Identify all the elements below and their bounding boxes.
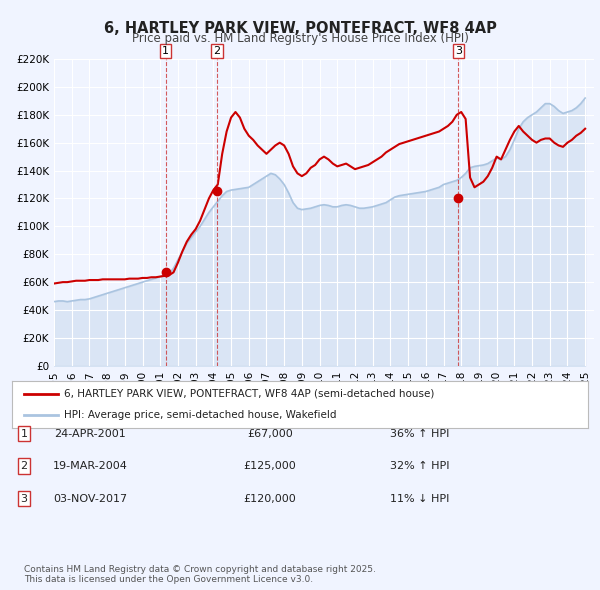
Text: 2: 2 — [214, 46, 221, 56]
Text: 6, HARTLEY PARK VIEW, PONTEFRACT, WF8 4AP: 6, HARTLEY PARK VIEW, PONTEFRACT, WF8 4A… — [104, 21, 496, 35]
Text: Price paid vs. HM Land Registry's House Price Index (HPI): Price paid vs. HM Land Registry's House … — [131, 32, 469, 45]
Text: Contains HM Land Registry data © Crown copyright and database right 2025.
This d: Contains HM Land Registry data © Crown c… — [24, 565, 376, 584]
Text: £120,000: £120,000 — [244, 494, 296, 503]
Text: HPI: Average price, semi-detached house, Wakefield: HPI: Average price, semi-detached house,… — [64, 409, 337, 419]
Text: 3: 3 — [20, 494, 28, 503]
Text: 11% ↓ HPI: 11% ↓ HPI — [391, 494, 449, 503]
Text: 19-MAR-2004: 19-MAR-2004 — [53, 461, 127, 471]
Text: £67,000: £67,000 — [247, 429, 293, 438]
Text: 3: 3 — [455, 46, 462, 56]
Text: 2: 2 — [20, 461, 28, 471]
Text: 6, HARTLEY PARK VIEW, PONTEFRACT, WF8 4AP (semi-detached house): 6, HARTLEY PARK VIEW, PONTEFRACT, WF8 4A… — [64, 389, 434, 399]
Text: 24-APR-2001: 24-APR-2001 — [54, 429, 126, 438]
Text: 32% ↑ HPI: 32% ↑ HPI — [390, 461, 450, 471]
Text: 03-NOV-2017: 03-NOV-2017 — [53, 494, 127, 503]
Text: 36% ↑ HPI: 36% ↑ HPI — [391, 429, 449, 438]
Text: 1: 1 — [20, 429, 28, 438]
Text: 1: 1 — [162, 46, 169, 56]
Text: £125,000: £125,000 — [244, 461, 296, 471]
